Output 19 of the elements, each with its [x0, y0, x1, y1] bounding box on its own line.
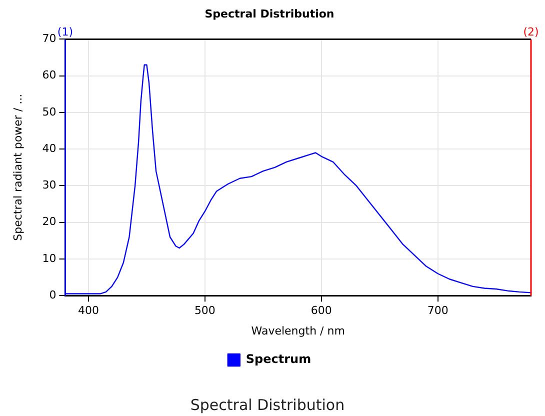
y-tick-label: 10	[42, 252, 56, 265]
y-tick-label: 30	[42, 178, 56, 192]
text: Spectral Distribution	[190, 396, 345, 414]
y-tick-label: 20	[42, 215, 56, 228]
y-tick-label: 70	[42, 32, 56, 46]
legend-label: Spectrum	[246, 352, 312, 366]
y-tick-label: 50	[42, 105, 56, 118]
chart-title: Spectral Distribution	[204, 7, 334, 20]
y-axis-title: Spectral radiant power / ...	[11, 94, 24, 241]
x-tick-label: 500	[194, 304, 216, 318]
x-tick-label: 600	[310, 304, 332, 318]
annotation: (1)	[57, 26, 73, 39]
y-tick-label: 60	[42, 68, 56, 82]
x-tick-label: 400	[78, 304, 99, 318]
annotation: (2)	[523, 26, 539, 39]
y-tick-label: 40	[42, 142, 56, 155]
x-tick-label: 700	[427, 304, 448, 318]
x-axis-title: Wavelength / nm	[251, 324, 345, 338]
y-tick-label: 0	[49, 288, 56, 302]
